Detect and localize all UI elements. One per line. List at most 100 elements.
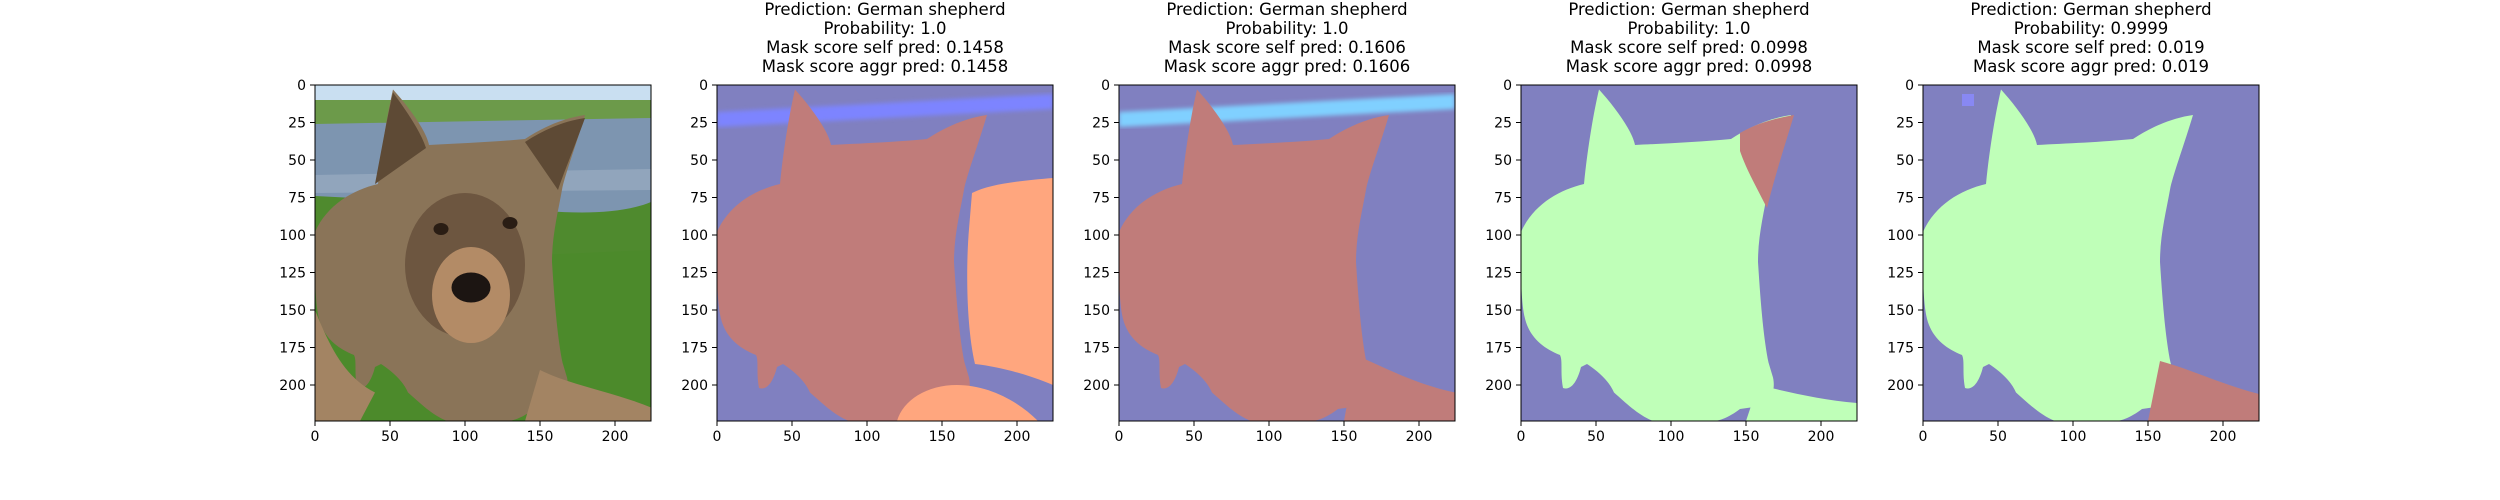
mask-secondary-region xyxy=(967,178,1053,385)
y-tick-label: 125 xyxy=(681,266,708,282)
x-tick-label: 50 xyxy=(1989,429,2007,445)
y-tick-label: 75 xyxy=(1896,191,1914,207)
title-line: Prediction: German shepherd xyxy=(1568,0,1809,19)
dog-ear-right xyxy=(525,118,585,190)
axes-frame xyxy=(1118,84,1456,422)
mask-dog-leg xyxy=(1746,385,1857,421)
y-tick-label: 50 xyxy=(1896,153,1914,169)
title-line: Prediction: German shepherd xyxy=(1970,0,2211,19)
y-tick-label: 200 xyxy=(279,378,306,394)
dog-leg-left xyxy=(315,310,375,421)
x-tick-label: 0 xyxy=(1919,429,1928,445)
y-tick-label: 175 xyxy=(681,341,708,357)
y-tick-label: 175 xyxy=(1887,341,1914,357)
title-line: Prediction: German shepherd xyxy=(764,0,1005,19)
x-tick-label: 200 xyxy=(602,429,629,445)
mask-dog-region xyxy=(1521,89,1791,421)
title-line: Probability: 1.0 xyxy=(1225,19,1348,38)
x-tick-label: 0 xyxy=(1517,429,1526,445)
subplot-4: 0 50 100 150 200 0 25 50 75 100 125 150 175 200 Predic… xyxy=(1485,0,1858,445)
title-line: Mask score aggr pred: 0.0998 xyxy=(1566,57,1812,76)
x-tick-label: 150 xyxy=(1733,429,1760,445)
y-tick-label: 25 xyxy=(1494,116,1512,132)
y-tick-label: 100 xyxy=(681,228,708,244)
mask-dog-leg xyxy=(1344,355,1455,421)
y-tick-label: 200 xyxy=(681,378,708,394)
x-tick-label: 150 xyxy=(2135,429,2162,445)
mask-leg-region xyxy=(2148,361,2259,421)
y-tick-label: 150 xyxy=(1083,303,1110,319)
x-tick-label: 150 xyxy=(1331,429,1358,445)
y-tick-label: 0 xyxy=(1905,78,1914,94)
y-tick-label: 25 xyxy=(1896,116,1914,132)
mask-dog-region xyxy=(1119,89,1389,421)
subplot-3: 0 50 100 150 200 0 25 50 75 100 125 150 175 200 Predic… xyxy=(1083,0,1456,445)
y-tick-label: 25 xyxy=(1092,116,1110,132)
y-tick-label: 150 xyxy=(1887,303,1914,319)
mask-dog-region xyxy=(1923,89,2193,421)
axes-frame xyxy=(716,84,1054,422)
y-tick-label: 0 xyxy=(1503,78,1512,94)
mask-secondary-bottom xyxy=(897,385,1038,421)
image-area xyxy=(315,85,651,421)
y-tick-label: 0 xyxy=(1101,78,1110,94)
y-tick-label: 200 xyxy=(1083,378,1110,394)
mask-ear-region xyxy=(1740,115,1794,208)
title-line: Probability: 1.0 xyxy=(1627,19,1750,38)
y-tick-label: 0 xyxy=(699,78,708,94)
x-tick-label: 200 xyxy=(2210,429,2237,445)
title-line: Mask score aggr pred: 0.1606 xyxy=(1164,57,1410,76)
y-tick-label: 125 xyxy=(1485,266,1512,282)
x-tick-label: 0 xyxy=(1115,429,1124,445)
subplot-2: 0 50 100 150 200 0 25 50 75 100 125 150 175 200 Predic… xyxy=(681,0,1054,445)
image-area xyxy=(1521,85,1857,421)
dog-nose xyxy=(451,272,491,303)
y-tick-label: 200 xyxy=(1887,378,1914,394)
x-tick-label: 100 xyxy=(854,429,881,445)
title-line: Prediction: German shepherd xyxy=(1166,0,1407,19)
x-tick-label: 150 xyxy=(527,429,554,445)
y-tick-label: 50 xyxy=(1494,153,1512,169)
x-tick-label: 100 xyxy=(452,429,479,445)
y-tick-label: 0 xyxy=(297,78,306,94)
axes-frame xyxy=(1520,84,1858,422)
x-tick-label: 50 xyxy=(783,429,801,445)
x-tick-label: 0 xyxy=(713,429,722,445)
image-area xyxy=(1923,85,2259,421)
y-tick-label: 125 xyxy=(279,266,306,282)
y-tick-label: 25 xyxy=(288,116,306,132)
title-line: Probability: 0.9999 xyxy=(2014,19,2169,38)
y-tick-label: 50 xyxy=(690,153,708,169)
x-tick-label: 0 xyxy=(311,429,320,445)
title-line: Mask score aggr pred: 0.1458 xyxy=(762,57,1008,76)
dog-eye-right xyxy=(502,217,518,229)
mask-dog-region xyxy=(717,89,987,421)
dog-leg-right xyxy=(525,370,651,421)
title-line: Mask score self pred: 0.019 xyxy=(1977,38,2204,57)
y-tick-label: 100 xyxy=(1083,228,1110,244)
y-tick-label: 75 xyxy=(288,191,306,207)
y-tick-label: 125 xyxy=(1083,266,1110,282)
x-tick-label: 50 xyxy=(381,429,399,445)
y-tick-label: 100 xyxy=(279,228,306,244)
y-tick-label: 75 xyxy=(690,191,708,207)
y-tick-label: 125 xyxy=(1887,266,1914,282)
mask-speck xyxy=(1962,94,1974,106)
y-tick-label: 50 xyxy=(1092,153,1110,169)
subplot-1: 0 50 100 150 200 0 25 50 75 100 125 150 175 200 xyxy=(279,78,652,445)
y-tick-label: 175 xyxy=(1083,341,1110,357)
image-area xyxy=(717,85,1053,421)
title-line: Mask score aggr pred: 0.019 xyxy=(1973,57,2209,76)
title-line: Mask score self pred: 0.0998 xyxy=(1570,38,1808,57)
x-tick-label: 150 xyxy=(929,429,956,445)
subplot-5: 0 50 100 150 200 0 25 50 75 100 125 150 175 200 Predic… xyxy=(1887,0,2260,445)
y-tick-label: 150 xyxy=(279,303,306,319)
y-tick-label: 75 xyxy=(1092,191,1110,207)
x-tick-label: 100 xyxy=(1658,429,1685,445)
y-tick-label: 25 xyxy=(690,116,708,132)
y-tick-label: 175 xyxy=(279,341,306,357)
image-area xyxy=(1119,85,1455,421)
dog-eye-left xyxy=(433,223,449,235)
x-tick-label: 200 xyxy=(1406,429,1433,445)
